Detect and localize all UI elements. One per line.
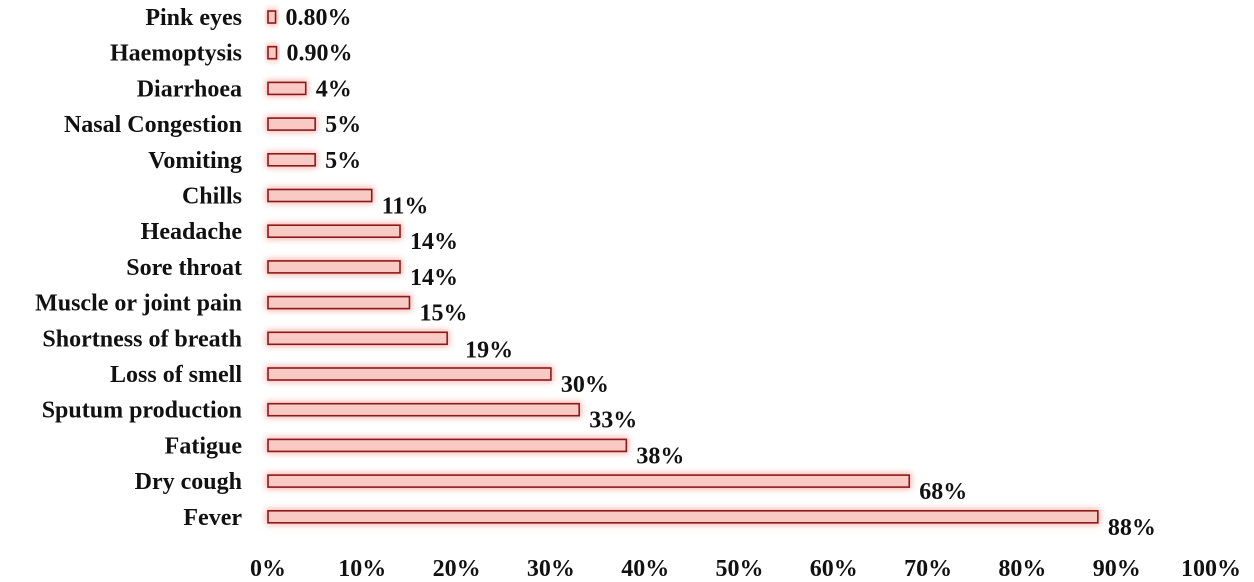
bar-fever — [267, 509, 1099, 524]
x-tick-label-0: 0% — [250, 556, 286, 582]
category-label-diarrhoea: Diarrhoea — [137, 76, 242, 102]
data-label-nasal-congestion: 5% — [325, 112, 361, 138]
data-label-muscle-or-joint-pain: 15% — [419, 301, 467, 327]
category-label-fatigue: Fatigue — [165, 433, 243, 459]
bars-layer — [267, 10, 1099, 524]
category-label-haemoptysis: Haemoptysis — [110, 41, 242, 67]
category-label-sputum-production: Sputum production — [42, 398, 242, 424]
data-label-sore-throat: 14% — [410, 265, 458, 291]
x-tick-label-3: 30% — [527, 556, 575, 582]
bar-nasal-congestion — [267, 117, 316, 131]
bar-vomiting — [267, 153, 316, 167]
data-label-sputum-production: 33% — [589, 408, 637, 434]
x-tick-label-2: 20% — [433, 556, 481, 582]
x-tick-label-1: 10% — [338, 556, 386, 582]
bar-pink-eyes — [267, 10, 277, 24]
value-labels: 0.80% 0.90% 4% 5% 5% 11% 14% 14% 15% 19% 30% 33% 38%… — [286, 5, 1156, 541]
data-label-headache: 14% — [410, 229, 458, 255]
category-label-sore-throat: Sore throat — [126, 255, 242, 281]
bar-chills — [267, 188, 373, 203]
bar-fatigue — [267, 438, 628, 453]
bar-sore-throat — [267, 260, 401, 274]
data-label-pink-eyes: 0.80% — [286, 5, 352, 31]
data-label-haemoptysis: 0.90% — [286, 41, 352, 67]
category-label-fever: Fever — [183, 505, 242, 531]
data-label-fatigue: 38% — [636, 443, 684, 469]
x-tick-label-9: 90% — [1093, 556, 1141, 582]
category-label-chills: Chills — [182, 184, 242, 210]
data-label-chills: 11% — [382, 194, 429, 220]
x-tick-label-7: 70% — [904, 556, 952, 582]
data-label-fever: 88% — [1108, 515, 1156, 541]
category-label-muscle-or-joint-pain: Muscle or joint pain — [35, 291, 242, 317]
x-tick-label-4: 40% — [621, 556, 669, 582]
bar-shortness-of-breath — [267, 331, 448, 346]
bar-haemoptysis — [267, 45, 278, 60]
category-label-dry-cough: Dry cough — [135, 469, 242, 495]
category-label-loss-of-smell: Loss of smell — [110, 362, 242, 388]
bar-diarrhoea — [267, 81, 307, 96]
data-label-diarrhoea: 4% — [316, 76, 352, 102]
category-label-shortness-of-breath: Shortness of breath — [42, 326, 242, 352]
x-tick-label-6: 60% — [810, 556, 858, 582]
category-label-vomiting: Vomiting — [148, 148, 242, 174]
bar-dry-cough — [267, 474, 911, 488]
data-label-vomiting: 5% — [325, 148, 361, 174]
bar-loss-of-smell — [267, 367, 552, 381]
bar-sputum-production — [267, 402, 580, 417]
bar-headache — [267, 224, 401, 238]
x-axis-tick-labels: 0% 10% 20% 30% 40% 50% 60% 70% 80% 90% 100% — [250, 556, 1241, 582]
category-label-headache: Headache — [141, 219, 243, 245]
category-labels: Pink eyes Haemoptysis Diarrhoea Nasal Conge… — [35, 5, 242, 531]
data-label-dry-cough: 68% — [919, 479, 967, 505]
data-label-shortness-of-breath: 19% — [465, 337, 513, 363]
x-tick-label-10: 100% — [1181, 556, 1241, 582]
category-label-nasal-congestion: Nasal Congestion — [64, 112, 242, 138]
x-tick-label-8: 80% — [998, 556, 1046, 582]
category-label-pink-eyes: Pink eyes — [145, 5, 242, 31]
data-label-loss-of-smell: 30% — [561, 372, 609, 398]
bar-muscle-or-joint-pain — [267, 295, 411, 310]
x-tick-label-5: 50% — [716, 556, 764, 582]
